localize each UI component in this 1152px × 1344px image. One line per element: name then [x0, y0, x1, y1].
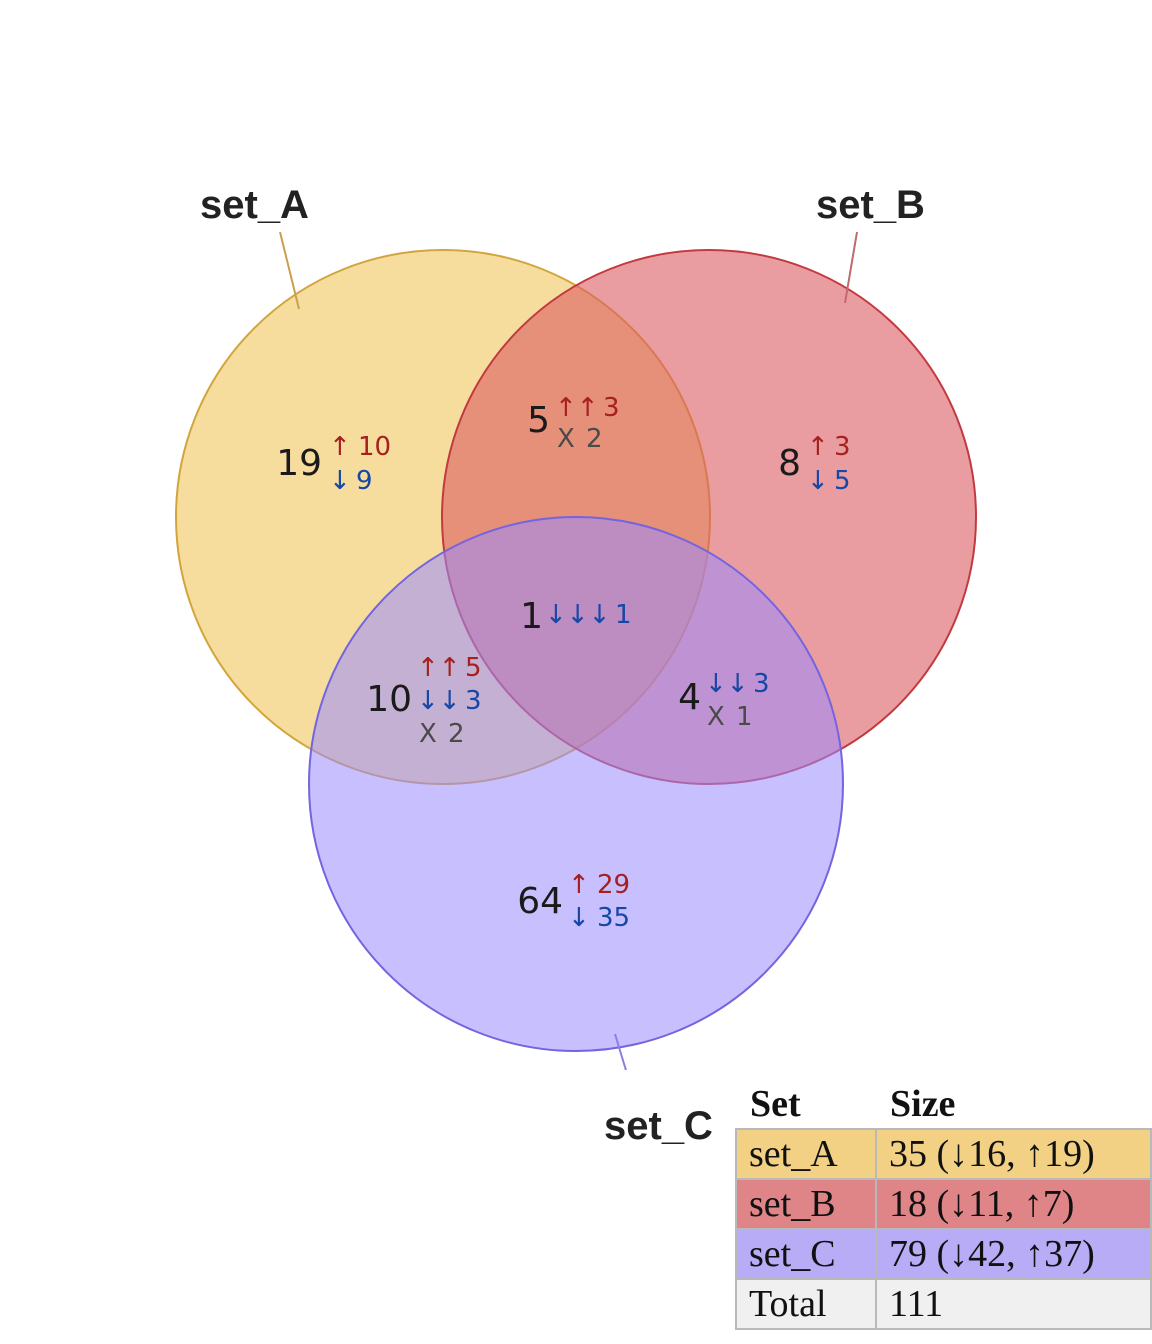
- circle-set-c: [308, 516, 844, 1052]
- table-cell-size: 18 (↓11, ↑7): [875, 1178, 1152, 1230]
- leader-line-set-a: [279, 231, 300, 310]
- region-abc-count: 1: [520, 596, 543, 637]
- table-header-set: Set: [750, 1083, 801, 1125]
- region-a-only-up-arrows: ↑: [329, 432, 351, 462]
- region-ab-up-arrows: ↑↑: [555, 393, 599, 423]
- set-b-label: set_B: [816, 183, 925, 227]
- region-ab-up-count: 3: [603, 393, 620, 423]
- region-bc-mixed-count: 1: [736, 702, 753, 732]
- region-ac-mixed-count: 2: [448, 719, 465, 749]
- table-cell-set: set_A: [735, 1128, 877, 1180]
- set-size-table: Set Size set_A 35 (↓16, ↑19) set_B 18 (↓…: [735, 1078, 1152, 1330]
- region-b-only-up-count: 3: [834, 432, 851, 462]
- table-row: set_C 79 (↓42, ↑37): [735, 1228, 1152, 1280]
- region-c-only-down-arrows: ↓: [568, 903, 590, 933]
- table-row-total: Total 111: [735, 1278, 1152, 1330]
- region-ab-count: 5: [527, 400, 550, 441]
- region-b-only-down-count: 5: [834, 466, 851, 496]
- leader-line-set-c: [614, 1033, 627, 1070]
- region-bc-down-count: 3: [753, 669, 770, 699]
- set-a-label: set_A: [200, 183, 309, 227]
- region-b-only-count: 8: [778, 443, 801, 484]
- region-ab-mixed-symbol: X: [557, 424, 575, 454]
- venn-diagram: set_A set_B 19 ↑ 10 ↓ 9 8 ↑ 3 ↓ 5 5 ↑↑ 3…: [175, 183, 977, 1070]
- region-a-only-down-arrows: ↓: [329, 466, 351, 496]
- region-ac-count: 10: [366, 679, 412, 720]
- region-c-only-up-count: 29: [597, 870, 630, 900]
- region-b-only-down-arrows: ↓: [807, 466, 829, 496]
- leader-line-set-b: [844, 231, 858, 304]
- table-cell-set: set_B: [735, 1178, 877, 1230]
- table-row: set_B 18 (↓11, ↑7): [735, 1178, 1152, 1230]
- region-c-only-up-arrows: ↑: [568, 870, 590, 900]
- region-c-only-down-count: 35: [597, 903, 630, 933]
- table-row: set_A 35 (↓16, ↑19): [735, 1128, 1152, 1180]
- region-ac-down-arrows: ↓↓: [417, 686, 461, 716]
- region-ac-down-count: 3: [465, 686, 482, 716]
- table-cell-size: 79 (↓42, ↑37): [875, 1228, 1152, 1280]
- region-bc-mixed-symbol: X: [707, 702, 725, 732]
- region-abc-down-arrows: ↓↓↓: [545, 600, 610, 630]
- set-c-label: set_C: [604, 1104, 713, 1148]
- region-c-only-count: 64: [517, 881, 563, 922]
- table-cell-set: set_C: [735, 1228, 877, 1280]
- region-ac-up-count: 5: [465, 653, 482, 683]
- region-abc-down-count: 1: [615, 600, 632, 630]
- region-bc-count: 4: [678, 677, 701, 718]
- table-cell-set: Total: [735, 1278, 877, 1330]
- region-a-only-up-count: 10: [358, 432, 391, 462]
- region-b-only-up-arrows: ↑: [807, 432, 829, 462]
- table-header-size: Size: [890, 1083, 956, 1125]
- table-header-row: Set Size: [736, 1078, 1151, 1129]
- region-bc-down-arrows: ↓↓: [705, 669, 749, 699]
- region-a-only-count: 19: [276, 443, 322, 484]
- table-cell-size: 111: [875, 1278, 1152, 1330]
- region-ac-up-arrows: ↑↑: [417, 653, 461, 683]
- region-ac-mixed-symbol: X: [419, 719, 437, 749]
- region-ab-mixed-count: 2: [586, 424, 603, 454]
- table-cell-size: 35 (↓16, ↑19): [875, 1128, 1152, 1180]
- region-a-only-down-count: 9: [356, 466, 373, 496]
